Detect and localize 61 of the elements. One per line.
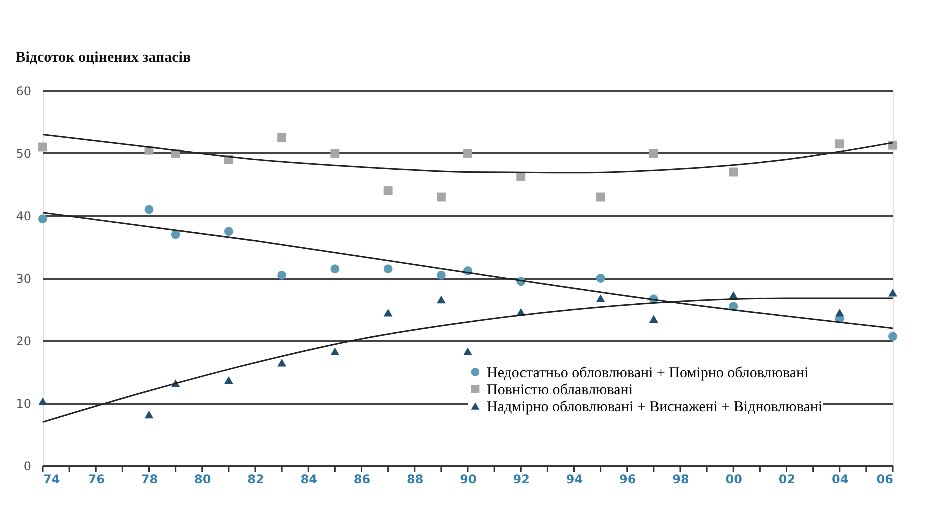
point [436,270,446,280]
point [596,192,606,202]
point [144,205,154,214]
x-tick-label: 02 [778,472,796,486]
point [38,214,48,224]
x-tick-label: 90 [460,472,477,486]
point [596,274,606,283]
x-tick-label: 76 [88,472,105,486]
point [330,348,340,356]
point [649,149,658,158]
point [464,348,472,356]
legend-label: Надмірно обловлювані + Виснажені + Відновлювані [487,399,823,416]
point [38,142,48,152]
point [436,296,446,304]
x-tick-label: 92 [513,472,530,486]
point [729,168,738,177]
x-tick-label: 82 [248,472,264,486]
point [278,133,287,142]
x-tick-label: 74 [44,472,60,486]
point [436,192,446,202]
x-tick-label: 80 [194,472,212,486]
y-tick-label: 10 [16,397,32,411]
x-tick-label: 94 [566,472,584,486]
x-tick-label: 04 [832,472,849,486]
point [224,227,234,236]
point [596,294,606,302]
x-tick-label: 86 [354,472,371,486]
point [278,270,287,280]
point [888,140,898,150]
point [330,149,340,158]
x-tick-label: 06 [876,472,894,486]
x-tick-label: 96 [620,472,636,486]
point [888,332,898,342]
y-tick-label: 60 [16,84,32,98]
legend-label: Недостатньо обловлювані + Помірно обловлювані [487,365,809,382]
point [384,309,393,317]
legend-label: Повністю облавлювані [487,382,633,398]
point [171,230,180,240]
point [464,149,472,158]
point [649,315,658,323]
point [835,309,844,317]
x-tick-label: 78 [141,472,158,486]
y-tick-label: 20 [16,334,32,348]
point [278,359,287,367]
point [330,264,340,274]
point [384,186,393,196]
x-tick-label: 88 [407,472,424,486]
point [384,264,393,274]
y-tick-label: 30 [16,272,32,286]
x-tick-label: 98 [672,472,690,486]
point [144,410,154,419]
point [835,140,844,149]
point [38,398,48,406]
y-tick-label: 0 [24,460,32,474]
point [224,376,234,384]
chart-title: Відсоток оцінених запасів [16,50,192,66]
y-tick-label: 40 [16,210,32,224]
x-tick-label: 00 [726,472,742,486]
x-tick-label: 84 [300,472,318,486]
y-tick-label: 50 [16,147,32,161]
point [888,289,898,297]
